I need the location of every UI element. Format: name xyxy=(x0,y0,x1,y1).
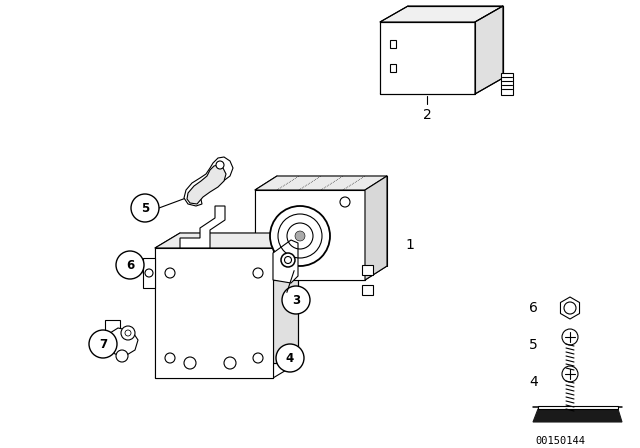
Text: 4: 4 xyxy=(529,375,538,389)
Circle shape xyxy=(564,302,576,314)
Text: 1: 1 xyxy=(405,238,414,252)
Polygon shape xyxy=(255,190,365,280)
Polygon shape xyxy=(538,406,618,409)
Polygon shape xyxy=(380,22,475,94)
Circle shape xyxy=(282,286,310,314)
Circle shape xyxy=(562,366,578,382)
Polygon shape xyxy=(180,233,298,363)
Circle shape xyxy=(281,253,295,267)
Text: 2: 2 xyxy=(422,108,431,122)
Text: 00150144: 00150144 xyxy=(535,436,585,446)
Polygon shape xyxy=(561,297,580,319)
Circle shape xyxy=(165,268,175,278)
Text: 5: 5 xyxy=(141,202,149,215)
Polygon shape xyxy=(380,6,503,22)
Polygon shape xyxy=(362,285,373,295)
Polygon shape xyxy=(143,258,155,288)
Circle shape xyxy=(89,330,117,358)
Polygon shape xyxy=(155,248,273,378)
Polygon shape xyxy=(501,73,513,95)
Circle shape xyxy=(116,350,128,362)
Polygon shape xyxy=(273,240,298,283)
Circle shape xyxy=(562,329,578,345)
Circle shape xyxy=(295,231,305,241)
Text: 6: 6 xyxy=(529,301,538,315)
Polygon shape xyxy=(255,176,387,190)
Circle shape xyxy=(276,344,304,372)
Polygon shape xyxy=(105,320,120,336)
Polygon shape xyxy=(362,265,373,275)
Circle shape xyxy=(121,326,135,340)
Circle shape xyxy=(270,206,330,266)
Polygon shape xyxy=(184,157,233,206)
Polygon shape xyxy=(187,165,226,204)
Polygon shape xyxy=(365,176,387,280)
Circle shape xyxy=(253,353,263,363)
Polygon shape xyxy=(180,206,225,248)
Polygon shape xyxy=(110,328,138,356)
Circle shape xyxy=(131,194,159,222)
Text: 3: 3 xyxy=(292,293,300,306)
Polygon shape xyxy=(155,233,298,248)
Text: 6: 6 xyxy=(126,258,134,271)
Text: 4: 4 xyxy=(286,352,294,365)
Text: 7: 7 xyxy=(99,337,107,350)
Circle shape xyxy=(116,251,144,279)
Polygon shape xyxy=(533,409,622,422)
Circle shape xyxy=(216,161,224,169)
Circle shape xyxy=(165,353,175,363)
Circle shape xyxy=(253,268,263,278)
Polygon shape xyxy=(475,6,503,94)
Text: 5: 5 xyxy=(529,338,538,352)
